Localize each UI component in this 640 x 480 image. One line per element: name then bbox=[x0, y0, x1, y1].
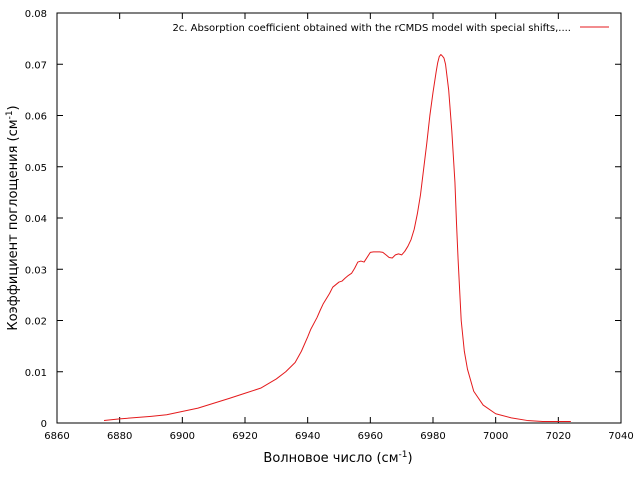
x-tick-label: 6900 bbox=[170, 431, 195, 442]
x-axis-label: Волновое число (см-1) bbox=[263, 450, 412, 466]
plot-frame bbox=[56, 12, 622, 424]
x-axis-label-suffix: ) bbox=[407, 451, 412, 466]
x-axis-label-sup: -1 bbox=[399, 450, 408, 460]
x-tick-label: 6940 bbox=[295, 431, 320, 442]
x-tick-label: 6880 bbox=[107, 431, 132, 442]
x-tick-label: 6920 bbox=[232, 431, 257, 442]
series-line-0 bbox=[103, 54, 571, 422]
x-tick-label: 7040 bbox=[608, 431, 633, 442]
y-axis-label-sup: -1 bbox=[5, 110, 15, 119]
x-axis-label-main: Волновое число (см bbox=[263, 451, 398, 466]
y-tick-label: 0.01 bbox=[25, 368, 47, 379]
y-tick-label: 0.04 bbox=[25, 214, 47, 225]
y-tick-label: 0.05 bbox=[25, 163, 47, 174]
y-axis: 0 0.01 0.02 0.03 0.04 0.05 0.06 0.07 0.08 bbox=[25, 9, 621, 430]
legend: 2c. Absorption coefficient obtained with… bbox=[172, 23, 609, 34]
y-axis-label-suffix: ) bbox=[6, 105, 21, 110]
x-tick-label: 6860 bbox=[44, 431, 69, 442]
y-axis-label: Коэффициент поглощения (см-1) bbox=[5, 105, 21, 330]
x-tick-label: 7000 bbox=[483, 431, 508, 442]
y-tick-label: 0.08 bbox=[25, 9, 47, 20]
x-tick-label: 6980 bbox=[420, 431, 445, 442]
y-tick-label: 0.06 bbox=[25, 112, 47, 123]
x-tick-label: 6960 bbox=[358, 431, 383, 442]
x-axis: 6860 6880 6900 6920 6940 6960 6980 7000 7020 7040 bbox=[44, 13, 634, 442]
y-tick-label: 0.02 bbox=[25, 317, 47, 328]
y-tick-label: 0 bbox=[41, 419, 47, 430]
y-axis-label-main: Коэффициент поглощения (см bbox=[6, 119, 21, 330]
series-layer bbox=[103, 54, 571, 422]
y-tick-label: 0.03 bbox=[25, 265, 47, 276]
legend-label: 2c. Absorption coefficient obtained with… bbox=[172, 23, 571, 34]
y-tick-label: 0.07 bbox=[25, 60, 47, 71]
x-tick-label: 7020 bbox=[546, 431, 571, 442]
